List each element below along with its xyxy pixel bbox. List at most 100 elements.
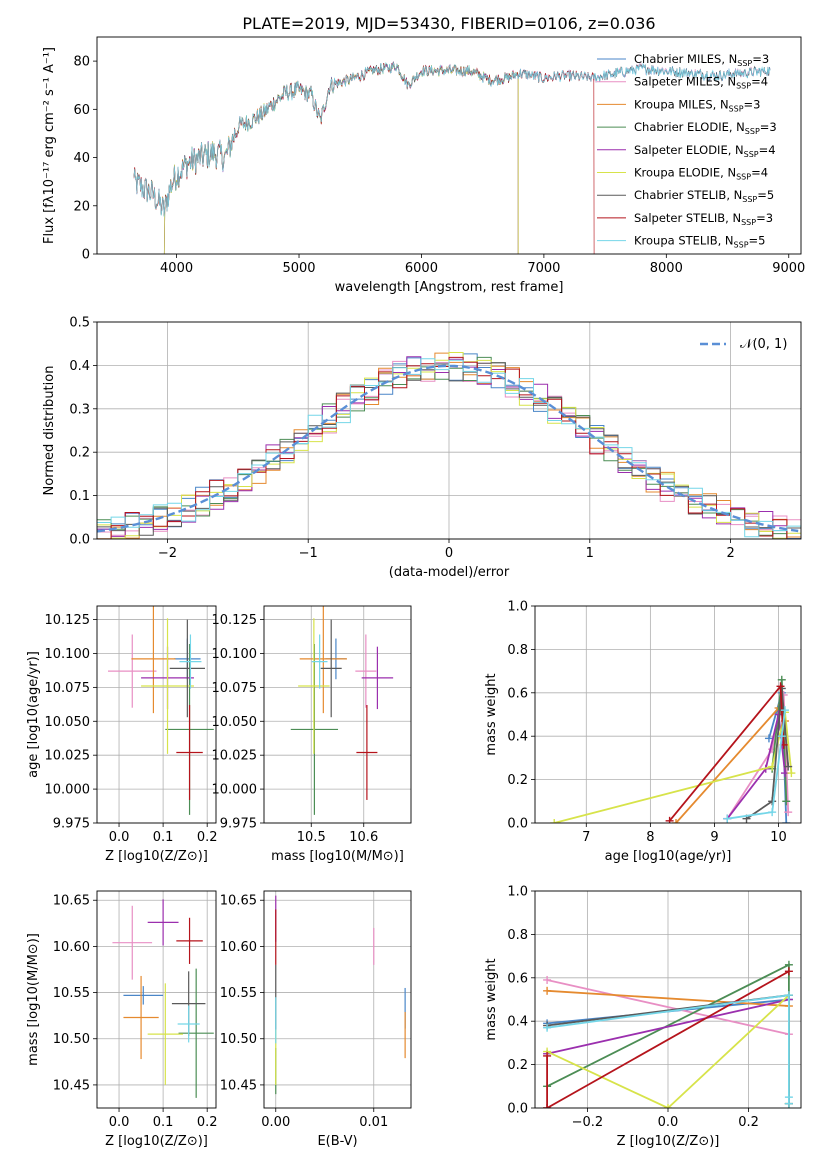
legend-value: =3 bbox=[760, 120, 777, 134]
errorbar-point bbox=[112, 905, 153, 980]
y-tick-label: 1.0 bbox=[507, 600, 528, 615]
weight-marker bbox=[784, 1099, 793, 1108]
x-tick-label: 8 bbox=[646, 830, 654, 845]
x-tick-label: 10 bbox=[770, 830, 787, 845]
errorbar-point bbox=[169, 619, 205, 718]
legend-value: =4 bbox=[759, 143, 776, 157]
legend-subscript: SSP bbox=[729, 104, 744, 113]
weight-marker bbox=[543, 986, 552, 995]
errorbar-point bbox=[147, 983, 183, 1085]
x-tick-label: 0.1 bbox=[153, 830, 174, 845]
axes-mass-vs-Z: 0.0 0.1 0.2 10.45 10.50 10.55 10.60 10.65 Z [log… bbox=[26, 890, 218, 1149]
y-tick-label: 0.8 bbox=[507, 643, 528, 658]
plot-area-mass-vs-ebv bbox=[275, 895, 406, 1095]
y-tick-label: 0.6 bbox=[507, 686, 528, 701]
legend-subscript: SSP bbox=[736, 173, 751, 182]
legend-label: Salpeter MILES, NSSP=4 bbox=[634, 75, 768, 91]
y-tick-label: 10.65 bbox=[220, 894, 257, 909]
y-tick-label: 0.6 bbox=[507, 971, 528, 986]
y-tick-label: 10.50 bbox=[220, 1032, 257, 1047]
y-tick-label: 10.125 bbox=[212, 613, 258, 628]
weight-marker bbox=[784, 991, 793, 1000]
errorbar-point bbox=[355, 634, 377, 708]
weight-marker bbox=[764, 734, 773, 743]
weight-line bbox=[675, 706, 786, 823]
x-tick-label: 0.0 bbox=[658, 1115, 679, 1130]
normal-reference-curve bbox=[97, 364, 799, 533]
axes-weight-vs-age: 7 8 9 10 0.0 0.2 0.4 0.6 0.8 1.0 age [log10(age/yr… bbox=[484, 600, 802, 864]
errorbar-point bbox=[131, 606, 176, 714]
y-tick-label: 10.025 bbox=[45, 749, 91, 764]
spectrum-line bbox=[133, 62, 595, 254]
legend-text: Kroupa MILES, N bbox=[634, 97, 729, 111]
legend-text: Kroupa ELODIE, N bbox=[634, 166, 736, 180]
weight-marker bbox=[664, 1104, 672, 1108]
axes-age-vs-mass: 10.5 10.6 9.975 10.000 10.025 10.050 10.075 10.… bbox=[212, 605, 412, 864]
y-tick-label: 80 bbox=[73, 55, 90, 70]
gridlines bbox=[264, 891, 411, 1108]
errorbar-point bbox=[361, 646, 394, 710]
y-tick-label: 0.0 bbox=[69, 533, 90, 548]
x-tick-label: 2 bbox=[726, 546, 734, 561]
gridlines bbox=[97, 891, 216, 1108]
weight-marker bbox=[776, 682, 785, 691]
axes-frame bbox=[96, 36, 802, 255]
spectrum-line bbox=[133, 62, 771, 217]
y-axis-label: mass weight bbox=[484, 958, 499, 1040]
legend-subscript: SSP bbox=[736, 82, 751, 91]
legend-subscript: SSP bbox=[744, 150, 759, 159]
errorbar-point bbox=[298, 618, 330, 754]
x-tick-label: 8000 bbox=[650, 261, 683, 276]
legend-label: Chabrier ELODIE, NSSP=3 bbox=[634, 120, 777, 136]
y-tick-label: 10.45 bbox=[53, 1078, 90, 1093]
errorbar-point bbox=[141, 618, 194, 754]
y-tick-label: 10.000 bbox=[212, 783, 258, 798]
x-tick-label: 7 bbox=[582, 830, 590, 845]
legend-label: Kroupa STELIB, NSSP=5 bbox=[634, 234, 765, 250]
x-tick-label: 10.5 bbox=[297, 830, 326, 845]
legend-value: =3 bbox=[752, 52, 769, 66]
errorbar-point bbox=[179, 634, 202, 689]
legend-label: Salpeter ELODIE, NSSP=4 bbox=[634, 143, 776, 159]
weight-marker bbox=[782, 797, 791, 806]
legend-subscript: SSP bbox=[737, 59, 752, 68]
y-axis-label: mass weight bbox=[484, 673, 499, 755]
weight-marker bbox=[784, 967, 793, 976]
y-tick-label: 10.45 bbox=[220, 1078, 257, 1093]
axes-weight-vs-Z: −0.2 0.0 0.2 0.0 0.2 0.4 0.6 0.8 1.0 Z [log10(Z/Z… bbox=[484, 885, 802, 1149]
errorbar-point bbox=[108, 634, 157, 708]
legend-text: Salpeter MILES, N bbox=[634, 75, 736, 89]
y-tick-label: 10.50 bbox=[53, 1032, 90, 1047]
plot-area-age-vs-mass bbox=[290, 606, 394, 815]
errorbar-point bbox=[311, 634, 328, 689]
y-tick-label: 60 bbox=[73, 103, 90, 118]
weight-line bbox=[726, 714, 786, 820]
weight-marker bbox=[768, 797, 777, 806]
weight-marker bbox=[768, 808, 777, 817]
legend-value: =3 bbox=[756, 211, 773, 225]
x-tick-label: −2 bbox=[158, 546, 177, 561]
x-axis-label: age [log10(age/yr)] bbox=[605, 849, 732, 864]
weight-line bbox=[668, 683, 785, 822]
weight-marker bbox=[543, 1051, 552, 1060]
axes-age-vs-Z: 0.0 0.1 0.2 9.975 10.000 10.025 10.050 10.075 10… bbox=[26, 605, 218, 864]
y-tick-label: 0.0 bbox=[507, 817, 528, 832]
x-tick-label: 7000 bbox=[527, 261, 560, 276]
weight-line bbox=[546, 998, 790, 1055]
y-tick-label: 0.5 bbox=[69, 316, 90, 331]
errorbar-point bbox=[177, 1005, 200, 1043]
y-tick-label: 0.8 bbox=[507, 928, 528, 943]
legend-subscript: SSP bbox=[734, 241, 749, 250]
axes-residuals: −2 −1 0 1 2 0.0 0.1 0.2 0.3 0.4 0.5 (data-model)/er… bbox=[42, 316, 802, 580]
legend-value: =4 bbox=[751, 166, 768, 180]
x-tick-label: 0.01 bbox=[359, 1115, 388, 1130]
legend-label: 𝒩(0, 1) bbox=[740, 337, 787, 352]
legend-label: Salpeter STELIB, NSSP=3 bbox=[634, 211, 773, 227]
y-tick-label: 0.0 bbox=[507, 1102, 528, 1117]
plot-area-residuals bbox=[97, 352, 801, 539]
y-tick-label: 10.025 bbox=[212, 749, 258, 764]
x-axis-label: wavelength [Angstrom, rest frame] bbox=[335, 280, 564, 295]
y-tick-label: 9.975 bbox=[220, 817, 257, 832]
y-axis-label: age [log10(age/yr)] bbox=[26, 651, 41, 778]
legend-text: Kroupa STELIB, N bbox=[634, 234, 734, 248]
